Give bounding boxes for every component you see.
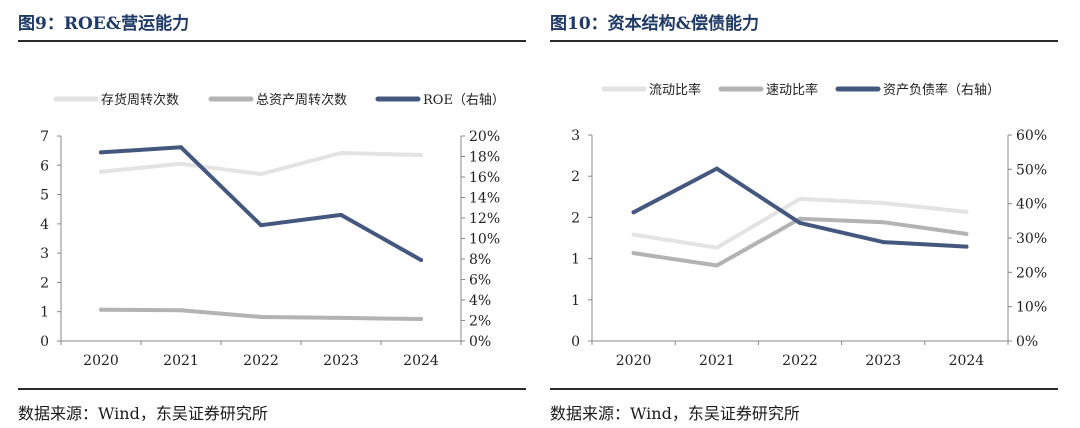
data-point (714, 263, 719, 268)
data-point (339, 150, 343, 155)
x-tick-label: 2024 (403, 353, 439, 369)
series-line (99, 145, 423, 262)
data-point (881, 200, 886, 205)
data-point (964, 244, 969, 249)
title-divider (18, 40, 526, 42)
series-line (99, 151, 423, 177)
x-tick-label: 2024 (949, 353, 985, 369)
y-left-tick-label: 5 (40, 188, 49, 204)
data-point (714, 245, 719, 250)
source-note: 数据来源：Wind，东吴证券研究所 (550, 404, 800, 423)
data-point (964, 231, 969, 236)
data-point (881, 240, 886, 245)
y-right-tick-label: 6% (469, 273, 491, 289)
y-right-tick-label: 40% (1016, 197, 1047, 213)
y-right-tick-label: 30% (1016, 231, 1047, 247)
y-left-tick-label: 2 (40, 275, 49, 291)
data-point (964, 209, 969, 214)
data-point (714, 166, 719, 171)
y-right-tick-label: 8% (469, 252, 491, 268)
y-left-tick-label: 2 (571, 169, 580, 185)
y-left-tick-label: 3 (571, 128, 580, 144)
y-left-tick-label: 4 (40, 217, 49, 233)
legend-label: 流动比率 (649, 82, 701, 98)
y-right-tick-label: 14% (469, 191, 500, 207)
y-left-tick-label: 0 (40, 334, 49, 350)
y-right-tick-label: 20% (1016, 265, 1047, 281)
source-divider (18, 388, 526, 390)
x-tick-label: 2020 (83, 353, 119, 369)
data-point (99, 307, 103, 312)
data-point (419, 317, 423, 322)
source-divider (550, 388, 1058, 390)
data-point (881, 220, 886, 225)
data-point (179, 308, 183, 313)
y-left-tick-label: 0 (571, 334, 580, 350)
legend-label: ROE（右轴） (423, 93, 505, 108)
data-point (631, 232, 636, 237)
data-point (631, 210, 636, 215)
data-point (419, 153, 423, 158)
y-right-tick-label: 18% (469, 150, 500, 166)
data-point (259, 172, 263, 177)
y-right-tick-label: 4% (469, 293, 491, 309)
y-left-tick-label: 7 (40, 129, 49, 145)
roe-operating-chart: 存货周转次数 总资产周转次数 ROE（右轴） 0 1 2 3 4 5 6 7 0% 2% 4% 6% 8% 10… (40, 92, 505, 369)
y-right-tick-label: 2% (469, 314, 491, 330)
figure-10-panel: 图10：资本结构&偿债能力 流动比率 速动比率 资产负债率（右轴） 0 1 1 2 2 3 0% 1… (550, 0, 1060, 428)
x-tick-label: 2021 (163, 353, 199, 369)
data-point (259, 223, 263, 228)
data-point (631, 251, 636, 256)
y-right-tick-label: 10% (469, 232, 500, 248)
legend-label: 资产负债率（右轴） (883, 82, 1000, 98)
x-tick-label: 2022 (243, 353, 279, 369)
data-point (419, 258, 423, 263)
y-left-tick-label: 1 (571, 252, 580, 268)
data-point (339, 212, 343, 217)
y-right-tick-label: 60% (1016, 128, 1047, 144)
y-left-tick-label: 1 (571, 293, 580, 309)
data-point (798, 216, 802, 221)
x-tick-label: 2023 (323, 353, 359, 369)
x-tick-label: 2020 (616, 353, 652, 369)
legend-label: 总资产周转次数 (256, 92, 347, 108)
capital-structure-chart: 流动比率 速动比率 资产负债率（右轴）0112230%10%20%30%40%50%… (571, 82, 1047, 369)
data-point (179, 161, 183, 166)
y-left-tick-label: 6 (40, 158, 49, 174)
figure-title: 图10：资本结构&偿债能力 (550, 14, 760, 34)
x-tick-label: 2022 (782, 353, 818, 369)
source-note: 数据来源：Wind，东吴证券研究所 (18, 404, 268, 423)
figure-9-panel: 图9：ROE&营运能力 存货周转次数 总资产周转次数 ROE（右轴） 0 1 2 3 4 5 6 7… (18, 0, 528, 428)
x-tick-label: 2023 (865, 353, 901, 369)
data-point (259, 314, 263, 319)
y-left-tick-label: 3 (40, 246, 49, 262)
y-right-tick-label: 50% (1016, 162, 1047, 178)
title-divider (550, 40, 1058, 42)
y-right-tick-label: 10% (1016, 300, 1047, 316)
data-point (798, 196, 802, 201)
figure-title: 图9：ROE&营运能力 (18, 14, 190, 34)
data-point (99, 150, 103, 155)
y-left-tick-label: 1 (40, 305, 49, 321)
y-right-tick-label: 16% (469, 170, 500, 186)
y-right-tick-label: 0% (469, 334, 491, 350)
legend-label: 速动比率 (766, 82, 818, 98)
data-point (179, 145, 183, 150)
y-right-tick-label: 20% (469, 129, 500, 145)
legend-label: 存货周转次数 (101, 92, 179, 108)
y-left-tick-label: 2 (571, 210, 580, 226)
data-point (339, 315, 343, 320)
data-point (798, 220, 802, 225)
y-right-tick-label: 12% (469, 211, 500, 227)
data-point (99, 169, 103, 174)
x-tick-label: 2021 (699, 353, 735, 369)
y-right-tick-label: 0% (1016, 334, 1038, 350)
